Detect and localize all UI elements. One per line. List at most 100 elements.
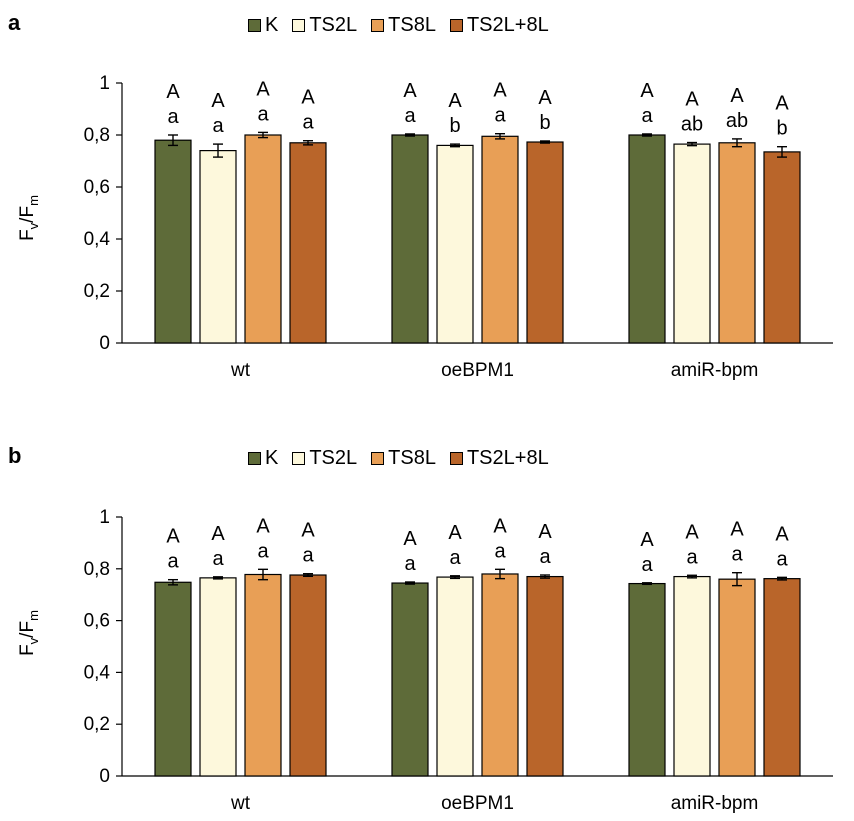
significance-letter-upper: A <box>256 515 270 537</box>
significance-letter-upper: A <box>448 522 462 544</box>
legend-item-ts8l: TS8L <box>371 447 436 470</box>
y-tick-label: 1 <box>99 507 110 528</box>
legend-label: TS8L <box>388 14 436 36</box>
legend: K TS2L TS8L TS2L+8L <box>248 14 563 37</box>
y-tick-label: 0,6 <box>84 177 110 198</box>
significance-letter-lower: a <box>449 547 461 569</box>
significance-letter-upper: A <box>301 87 315 109</box>
legend-item-ts2l: TS2L <box>292 14 357 37</box>
bar-ts2l-8l <box>763 151 801 344</box>
legend-swatch <box>292 452 306 465</box>
significance-letter-upper: A <box>640 80 654 102</box>
y-tick-label: 0,4 <box>84 662 111 683</box>
significance-letter-upper: A <box>775 523 789 545</box>
significance-letter-upper: A <box>448 90 462 112</box>
bar-ts2l-8l <box>289 142 327 344</box>
legend-label: TS2L <box>309 14 358 36</box>
legend-swatch <box>292 19 306 32</box>
significance-letter-lower: b <box>776 118 787 140</box>
panel-label: a <box>8 10 21 35</box>
x-tick-label: amiR-bpm <box>671 793 759 814</box>
significance-letter-lower: a <box>641 554 653 576</box>
legend-swatch <box>371 452 385 465</box>
significance-letter-lower: a <box>167 551 179 573</box>
significance-letter-upper: A <box>730 519 744 541</box>
chart-panel-b: b K TS2L TS8L TS2L+8L Fv/Fm 0 0,2 0,4 0,6 0,… <box>0 433 854 821</box>
bar-ts2l-8l <box>763 578 801 777</box>
x-tick-label: wt <box>230 793 251 814</box>
legend-label: TS8L <box>388 447 436 469</box>
bar-k <box>154 139 192 344</box>
y-tick-label: 0 <box>99 333 110 354</box>
y-axis-label: Fv/Fm <box>17 610 41 656</box>
legend: K TS2L TS8L TS2L+8L <box>248 447 563 470</box>
significance-letter-lower: a <box>776 548 788 570</box>
significance-letter-upper: A <box>211 90 225 112</box>
legend-swatch <box>248 452 261 465</box>
significance-letter-upper: A <box>403 528 417 550</box>
legend-label: TS2L+8L <box>466 14 549 36</box>
y-tick-label: 0,8 <box>84 125 110 146</box>
significance-letter-upper: A <box>493 515 507 537</box>
x-tick-label: oeBPM1 <box>441 793 514 814</box>
significance-letter-lower: a <box>167 106 179 128</box>
y-tick-label: 1 <box>99 73 110 94</box>
significance-letter-upper: A <box>640 529 654 551</box>
significance-letter-lower: a <box>404 105 416 127</box>
significance-letter-lower: ab <box>726 110 748 132</box>
significance-letter-lower: a <box>212 548 224 570</box>
y-tick-label: 0,6 <box>84 611 110 632</box>
bar-ts2l <box>673 575 711 777</box>
legend-item-ts2l-8l: TS2L+8L <box>449 447 549 470</box>
legend-label: K <box>265 447 279 469</box>
y-tick-label: 0,2 <box>84 281 110 302</box>
legend-swatch <box>248 19 261 32</box>
significance-letter-lower: a <box>686 546 698 568</box>
significance-letter-upper: A <box>166 526 180 548</box>
significance-letter-upper: A <box>403 80 417 102</box>
significance-letter-upper: A <box>538 521 552 543</box>
y-axis-label: Fv/Fm <box>17 195 41 241</box>
significance-letter-lower: b <box>539 112 550 134</box>
legend-item-k: K <box>248 14 278 37</box>
bar-k <box>391 134 429 344</box>
legend-item-ts2l-8l: TS2L+8L <box>449 14 549 37</box>
legend-label: TS2L <box>309 447 358 469</box>
significance-letter-upper: A <box>775 93 789 115</box>
bar-k <box>391 582 429 777</box>
legend-swatch <box>449 19 463 32</box>
bar-ts8l <box>244 134 282 344</box>
significance-letter-upper: A <box>730 85 744 107</box>
bar-chart-b: Fv/Fm 00,20,40,60,81wtaAaAaAaAoeBPM1aAaA… <box>17 507 833 814</box>
legend-item-k: K <box>248 447 278 470</box>
significance-letter-lower: a <box>302 545 314 567</box>
bar-ts8l <box>481 135 519 344</box>
legend-item-ts2l: TS2L <box>292 447 357 470</box>
legend-swatch <box>449 452 463 465</box>
x-tick-label: wt <box>230 360 251 381</box>
bar-ts2l <box>436 576 474 777</box>
significance-letter-lower: a <box>494 540 506 562</box>
panel-label: b <box>8 443 22 468</box>
bar-ts8l <box>718 142 756 344</box>
significance-letter-upper: A <box>301 520 315 542</box>
significance-letter-lower: b <box>449 115 460 137</box>
significance-letter-upper: A <box>538 87 552 109</box>
significance-letter-lower: a <box>494 105 506 127</box>
bar-k <box>154 581 192 777</box>
x-tick-label: oeBPM1 <box>441 360 514 381</box>
y-tick-label: 0,8 <box>84 559 110 580</box>
bar-ts2l-8l <box>526 141 564 344</box>
significance-letter-lower: a <box>539 546 551 568</box>
significance-letter-upper: A <box>166 81 180 103</box>
bar-ts8l <box>481 573 519 777</box>
significance-letter-lower: a <box>212 115 224 137</box>
significance-letter-upper: A <box>493 80 507 102</box>
x-tick-label: amiR-bpm <box>671 360 759 381</box>
legend-item-ts8l: TS8L <box>371 14 436 37</box>
legend-label: K <box>265 14 279 36</box>
bar-ts8l <box>244 573 282 777</box>
bar-ts2l <box>199 577 237 777</box>
significance-letter-lower: a <box>257 103 269 125</box>
significance-letter-upper: A <box>256 78 270 100</box>
